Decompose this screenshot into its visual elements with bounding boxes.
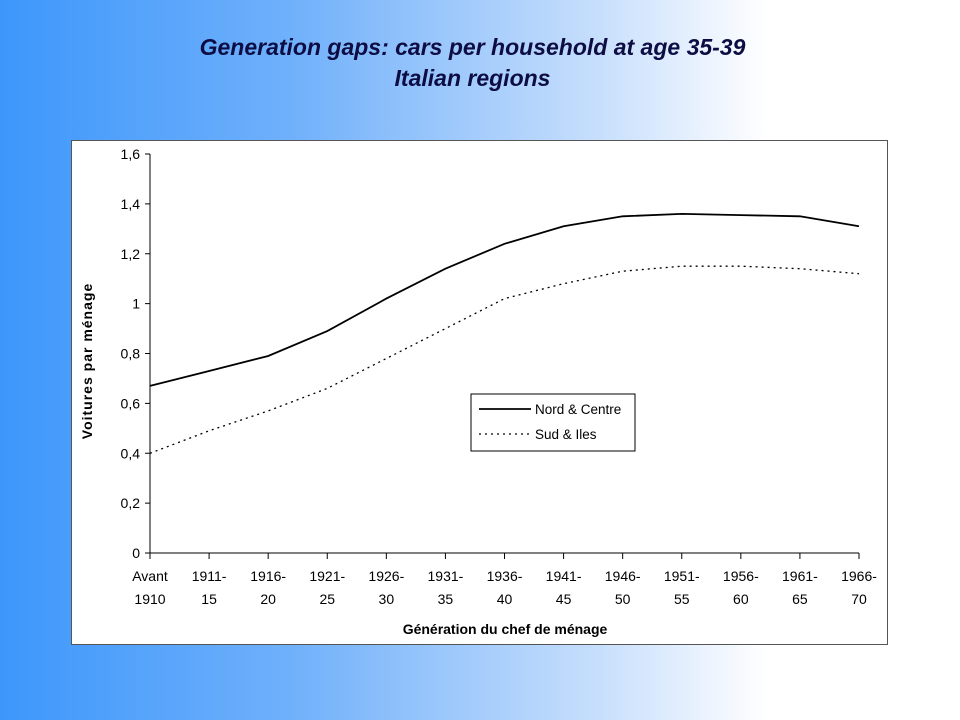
series-line-nord-centre	[149, 212, 860, 387]
y-axis-title: Voitures par ménage	[79, 283, 95, 439]
x-tick-label: 40	[497, 591, 513, 607]
y-tick-label: 1,2	[121, 246, 141, 262]
title-line-1: Generation gaps: cars per household at a…	[199, 34, 746, 60]
x-tick-label: 15	[201, 591, 217, 607]
legend-label: Sud & Iles	[535, 427, 597, 442]
x-tick-label: 30	[379, 591, 395, 607]
x-tick-label: 1946-	[605, 568, 641, 584]
y-tick-label: 0,4	[121, 445, 141, 461]
x-tick-label: 50	[615, 591, 631, 607]
x-tick-label: 1931-	[428, 568, 464, 584]
legend-label: Nord & Centre	[535, 402, 621, 417]
y-tick-label: 0,6	[121, 395, 141, 411]
x-tick-label: 1910	[134, 591, 165, 607]
x-tick-label: 1961-	[782, 568, 818, 584]
x-tick-label: 65	[792, 591, 808, 607]
y-tick-label: 1	[132, 296, 140, 312]
x-tick-label: 70	[851, 591, 867, 607]
x-axis-title: Génération du chef de ménage	[403, 621, 608, 637]
y-tick-label: 1,4	[121, 196, 141, 212]
x-tick-label: 1941-	[546, 568, 582, 584]
y-tick-label: 1,6	[121, 146, 141, 162]
x-tick-label: 1921-	[309, 568, 345, 584]
x-tick-label: 25	[319, 591, 335, 607]
y-tick-label: 0,8	[121, 346, 141, 362]
x-tick-label: 1916-	[250, 568, 286, 584]
title-line-2: Italian regions	[394, 65, 551, 91]
x-tick-label: 1951-	[664, 568, 700, 584]
x-tick-label: 1911-	[192, 568, 227, 584]
x-tick-label: 1966-	[841, 568, 877, 584]
x-tick-label: 1926-	[368, 568, 404, 584]
x-tick-label: 1956-	[723, 568, 759, 584]
y-tick-label: 0,2	[121, 495, 141, 511]
x-tick-label: 35	[438, 591, 454, 607]
x-tick-label: 45	[556, 591, 572, 607]
legend-box	[470, 393, 636, 452]
slide-title: Generation gaps: cars per household at a…	[0, 32, 945, 94]
x-tick-label: 55	[674, 591, 690, 607]
x-tick-label: 1936-	[487, 568, 523, 584]
x-tick-label: 20	[260, 591, 276, 607]
x-tick-label: Avant	[132, 568, 168, 584]
chart-frame	[71, 140, 888, 645]
y-tick-label: 0	[132, 545, 140, 561]
x-tick-label: 60	[733, 591, 749, 607]
